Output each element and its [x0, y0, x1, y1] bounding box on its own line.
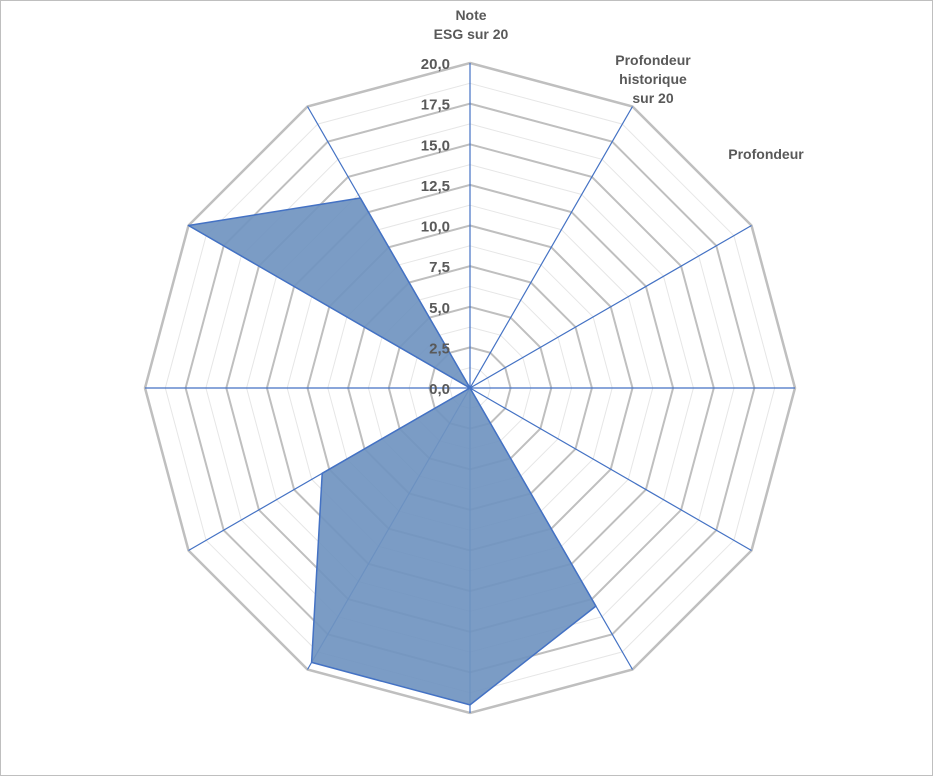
- category-label-line: historique: [619, 71, 687, 87]
- category-label-line: ESG sur 20: [434, 26, 509, 42]
- radar-tick-labels: 0,0 2,5 5,0 7,5 10,0 12,5 15,0 17,5 20,0: [421, 56, 450, 398]
- r-tick-label: 2,5: [429, 340, 450, 357]
- category-label-line: Profondeur: [728, 146, 804, 162]
- category-label-line: Profondeur: [615, 52, 691, 68]
- series-0-area: [187, 197, 597, 706]
- r-tick-label: 12,5: [421, 178, 450, 195]
- r-tick-label: 0,0: [429, 381, 450, 398]
- r-tick-label: 10,0: [421, 219, 450, 236]
- r-tick-label: 20,0: [421, 56, 450, 73]
- radar-series-area: [187, 197, 597, 706]
- radar-category-labels: Note ESG sur 20 Profondeur historique sur 20…: [434, 7, 805, 162]
- r-tick-label: 5,0: [429, 300, 450, 317]
- category-label: Note ESG sur 20: [434, 7, 509, 42]
- category-label: Profondeur: [728, 146, 804, 162]
- r-tick-label: 15,0: [421, 137, 450, 154]
- axis-spoke: [469, 387, 752, 552]
- category-label-line: sur 20: [632, 90, 673, 106]
- r-tick-label: 17,5: [421, 97, 450, 114]
- r-tick-label: 7,5: [429, 259, 450, 276]
- axis-spoke: [469, 106, 634, 389]
- axis-spoke: [469, 224, 752, 389]
- category-label: Profondeur historique sur 20: [615, 52, 691, 106]
- category-label-line: Note: [455, 7, 486, 23]
